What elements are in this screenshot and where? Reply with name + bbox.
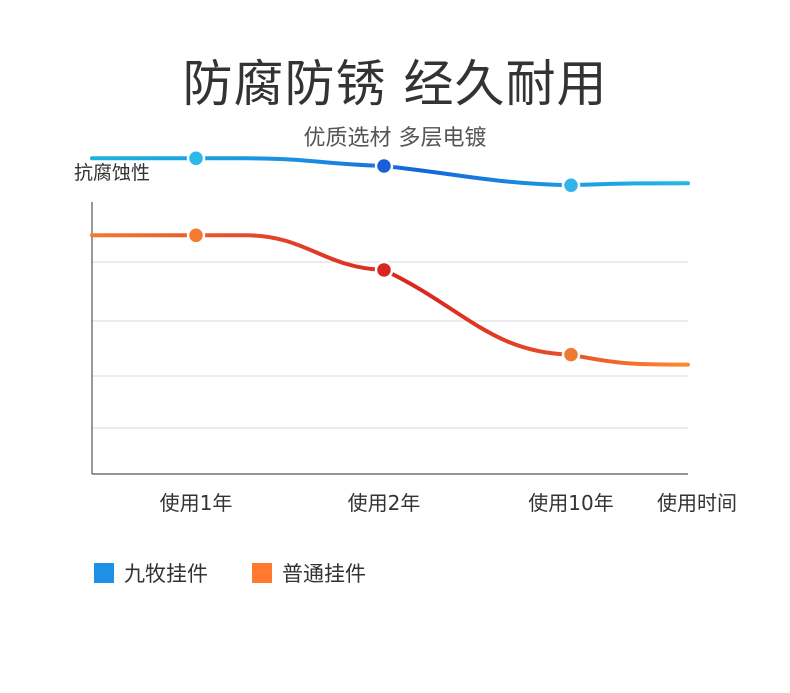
x-tick-label-2: 使用2年	[348, 491, 421, 515]
legend-item-1: 九牧挂件	[94, 558, 208, 588]
grid-lines	[92, 261, 688, 429]
series-line-2	[90, 233, 690, 367]
data-point-s2-3	[561, 345, 581, 364]
series-lines	[90, 156, 690, 367]
x-axis-label: 使用时间	[657, 491, 737, 515]
data-point-s1-1	[186, 149, 206, 168]
y-axis-label: 抗腐蚀性	[74, 162, 151, 184]
legend-swatch-2	[252, 563, 272, 583]
legend-label-2: 普通挂件	[282, 562, 366, 586]
data-point-s2-1	[186, 226, 206, 245]
data-point-s1-2	[374, 156, 394, 176]
page-subtitle: 优质选材 多层电镀	[303, 126, 487, 151]
series-line-1	[90, 156, 690, 188]
axes	[91, 202, 688, 475]
x-tick-label-3: 使用10年	[528, 491, 613, 515]
legend-label-1: 九牧挂件	[124, 562, 208, 586]
legend-swatch-1	[94, 563, 114, 583]
data-point-s1-3	[561, 176, 581, 195]
page-title: 防腐防锈 经久耐用	[182, 55, 608, 113]
data-points	[186, 149, 581, 364]
legend: 九牧挂件 普通挂件	[94, 558, 410, 588]
x-tick-labels: 使用1年 使用2年 使用10年 使用时间	[160, 491, 737, 515]
data-point-s2-2	[374, 260, 394, 280]
legend-item-2: 普通挂件	[252, 558, 366, 588]
x-tick-label-1: 使用1年	[160, 491, 233, 515]
